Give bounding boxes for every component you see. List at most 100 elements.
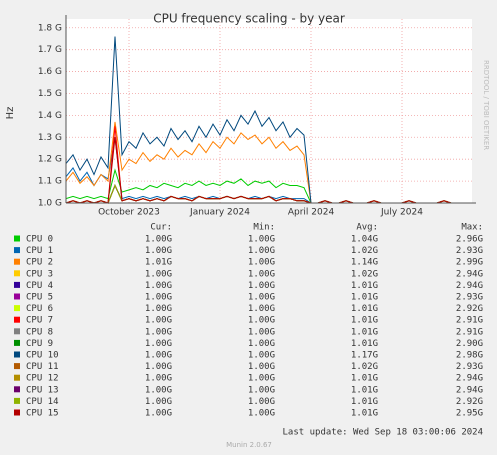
legend-stat: 2.95G [456, 409, 483, 419]
side-label: RRDTOOL / TOBI OETIKER [482, 60, 490, 150]
legend-swatch [14, 351, 20, 358]
legend-stat: 1.00G [145, 316, 172, 326]
legend-stat: 1.01G [351, 339, 378, 349]
legend-stat: 1.01G [145, 258, 172, 268]
legend-stat: 1.01G [351, 327, 378, 337]
chart-title: CPU frequency scaling - by year [153, 12, 345, 26]
legend-stat: 2.93G [456, 293, 483, 303]
legend-stat: 2.94G [456, 374, 483, 384]
plot-area [66, 19, 472, 203]
legend-stat: 1.14G [351, 258, 378, 268]
legend-stat: 2.92G [456, 397, 483, 407]
legend-stat: 1.01G [351, 304, 378, 314]
legend-stat: 1.00G [248, 351, 275, 361]
legend-stat: 1.00G [145, 397, 172, 407]
legend-stat: 1.00G [145, 385, 172, 395]
legend-stat: 1.01G [351, 293, 378, 303]
legend-stat: 1.00G [145, 409, 172, 419]
legend-stat: 1.00G [248, 281, 275, 291]
footer: Munin 2.0.67 [226, 441, 272, 449]
legend-stat: 1.01G [351, 409, 378, 419]
legend-label: CPU 0 [26, 235, 53, 245]
legend-stat: 1.01G [351, 281, 378, 291]
legend-stat: 1.01G [351, 316, 378, 326]
legend-label: CPU 6 [26, 304, 53, 314]
x-tick-label: April 2024 [288, 208, 335, 218]
legend-stat: 1.00G [145, 374, 172, 384]
column-header: Cur: [150, 223, 172, 233]
legend-swatch [14, 281, 20, 288]
legend-stat: 2.94G [456, 269, 483, 279]
y-tick-label: 1.1 G [38, 177, 62, 187]
legend-swatch [14, 305, 20, 312]
legend-stat: 1.00G [248, 293, 275, 303]
legend-stat: 2.91G [456, 316, 483, 326]
legend-stat: 2.98G [456, 351, 483, 361]
legend-label: CPU 3 [26, 269, 53, 279]
last-update: Last update: Wed Sep 18 03:00:06 2024 [283, 428, 483, 438]
legend-swatch [14, 339, 20, 346]
legend-stat: 1.00G [248, 409, 275, 419]
legend-stat: 1.00G [248, 339, 275, 349]
y-tick-label: 1.5 G [38, 89, 62, 99]
legend-stat: 1.00G [145, 362, 172, 372]
legend-label: CPU 10 [26, 351, 59, 361]
legend-swatch [14, 235, 20, 242]
column-header: Max: [461, 223, 483, 233]
legend-stat: 1.04G [351, 235, 378, 245]
legend-label: CPU 14 [26, 397, 59, 407]
legend-label: CPU 9 [26, 339, 53, 349]
y-tick-label: 1.8 G [38, 23, 62, 33]
column-header: Min: [253, 223, 275, 233]
legend-swatch [14, 293, 20, 300]
legend-stat: 2.90G [456, 339, 483, 349]
legend-stat: 2.93G [456, 362, 483, 372]
legend-label: CPU 11 [26, 362, 59, 372]
x-tick-label: January 2024 [189, 208, 250, 218]
legend-stat: 1.00G [248, 269, 275, 279]
legend-label: CPU 5 [26, 293, 53, 303]
legend-swatch [14, 316, 20, 323]
legend-stat: 1.00G [248, 246, 275, 256]
legend-swatch [14, 397, 20, 404]
legend-stat: 1.00G [248, 327, 275, 337]
legend-swatch [14, 258, 20, 265]
legend-label: CPU 8 [26, 327, 53, 337]
legend-stat: 2.93G [456, 246, 483, 256]
legend-stat: 1.00G [248, 316, 275, 326]
y-tick-label: 1.0 G [38, 199, 62, 209]
legend-stat: 2.94G [456, 385, 483, 395]
legend-stat: 1.00G [145, 327, 172, 337]
legend-label: CPU 1 [26, 246, 53, 256]
legend-label: CPU 2 [26, 258, 53, 268]
legend-stat: 1.00G [145, 269, 172, 279]
legend-stat: 1.00G [145, 304, 172, 314]
legend-swatch [14, 374, 20, 381]
x-tick-label: July 2024 [380, 208, 423, 218]
legend-stat: 1.17G [351, 351, 378, 361]
y-tick-label: 1.3 G [38, 133, 62, 143]
y-axis-label: Hz [5, 107, 16, 120]
y-tick-label: 1.4 G [38, 111, 62, 121]
y-tick-label: 1.2 G [38, 155, 62, 165]
legend-stat: 1.00G [248, 258, 275, 268]
legend-label: CPU 13 [26, 385, 59, 395]
legend-stat: 1.02G [351, 246, 378, 256]
legend-label: CPU 7 [26, 316, 53, 326]
legend-swatch [14, 247, 20, 254]
legend-swatch [14, 270, 20, 277]
legend-label: CPU 15 [26, 409, 59, 419]
legend-stat: 1.00G [145, 246, 172, 256]
x-tick-label: October 2023 [98, 208, 160, 218]
y-tick-label: 1.6 G [38, 67, 62, 77]
legend-stat: 1.00G [248, 397, 275, 407]
column-header: Avg: [356, 223, 378, 233]
legend-stat: 1.00G [145, 339, 172, 349]
legend-stat: 2.99G [456, 258, 483, 268]
legend-swatch [14, 363, 20, 370]
legend-stat: 1.00G [145, 281, 172, 291]
legend-stat: 2.91G [456, 327, 483, 337]
legend-swatch [14, 409, 20, 416]
legend-stat: 1.00G [248, 374, 275, 384]
